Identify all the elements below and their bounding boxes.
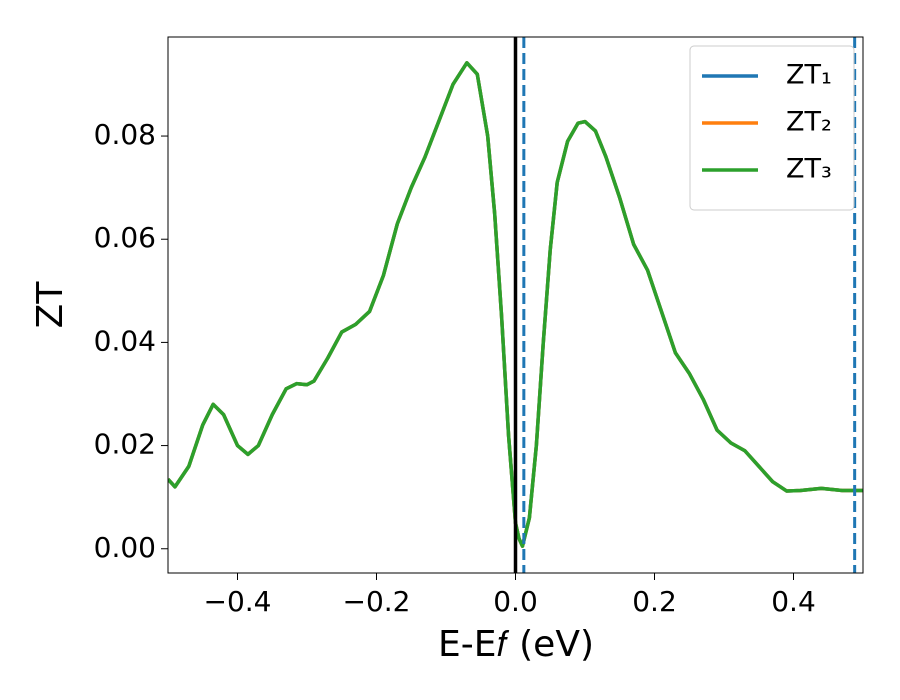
plot-area xyxy=(168,37,863,573)
x-tick-label: 0.0 xyxy=(493,585,538,618)
x-axis-label: E-E𝑓 (eV) xyxy=(438,624,594,665)
x-tick-label: 0.2 xyxy=(632,585,677,618)
y-tick-label: 0.06 xyxy=(94,221,156,254)
y-tick-label: 0.00 xyxy=(94,531,156,564)
x-tick-label: 0.4 xyxy=(771,585,816,618)
y-tick-label: 0.04 xyxy=(94,324,156,357)
x-tick-label: −0.2 xyxy=(343,585,411,618)
y-axis-label: ZT xyxy=(30,281,71,329)
y-tick-label: 0.02 xyxy=(94,428,156,461)
legend-label: ZT₁ xyxy=(786,60,832,91)
plot-frame xyxy=(167,36,864,574)
y-tick-label: 0.08 xyxy=(94,118,156,151)
data-line xyxy=(168,61,863,548)
legend-label: ZT₂ xyxy=(786,107,832,138)
x-tick-label: −0.4 xyxy=(204,585,272,618)
legend-label: ZT₃ xyxy=(786,154,832,185)
